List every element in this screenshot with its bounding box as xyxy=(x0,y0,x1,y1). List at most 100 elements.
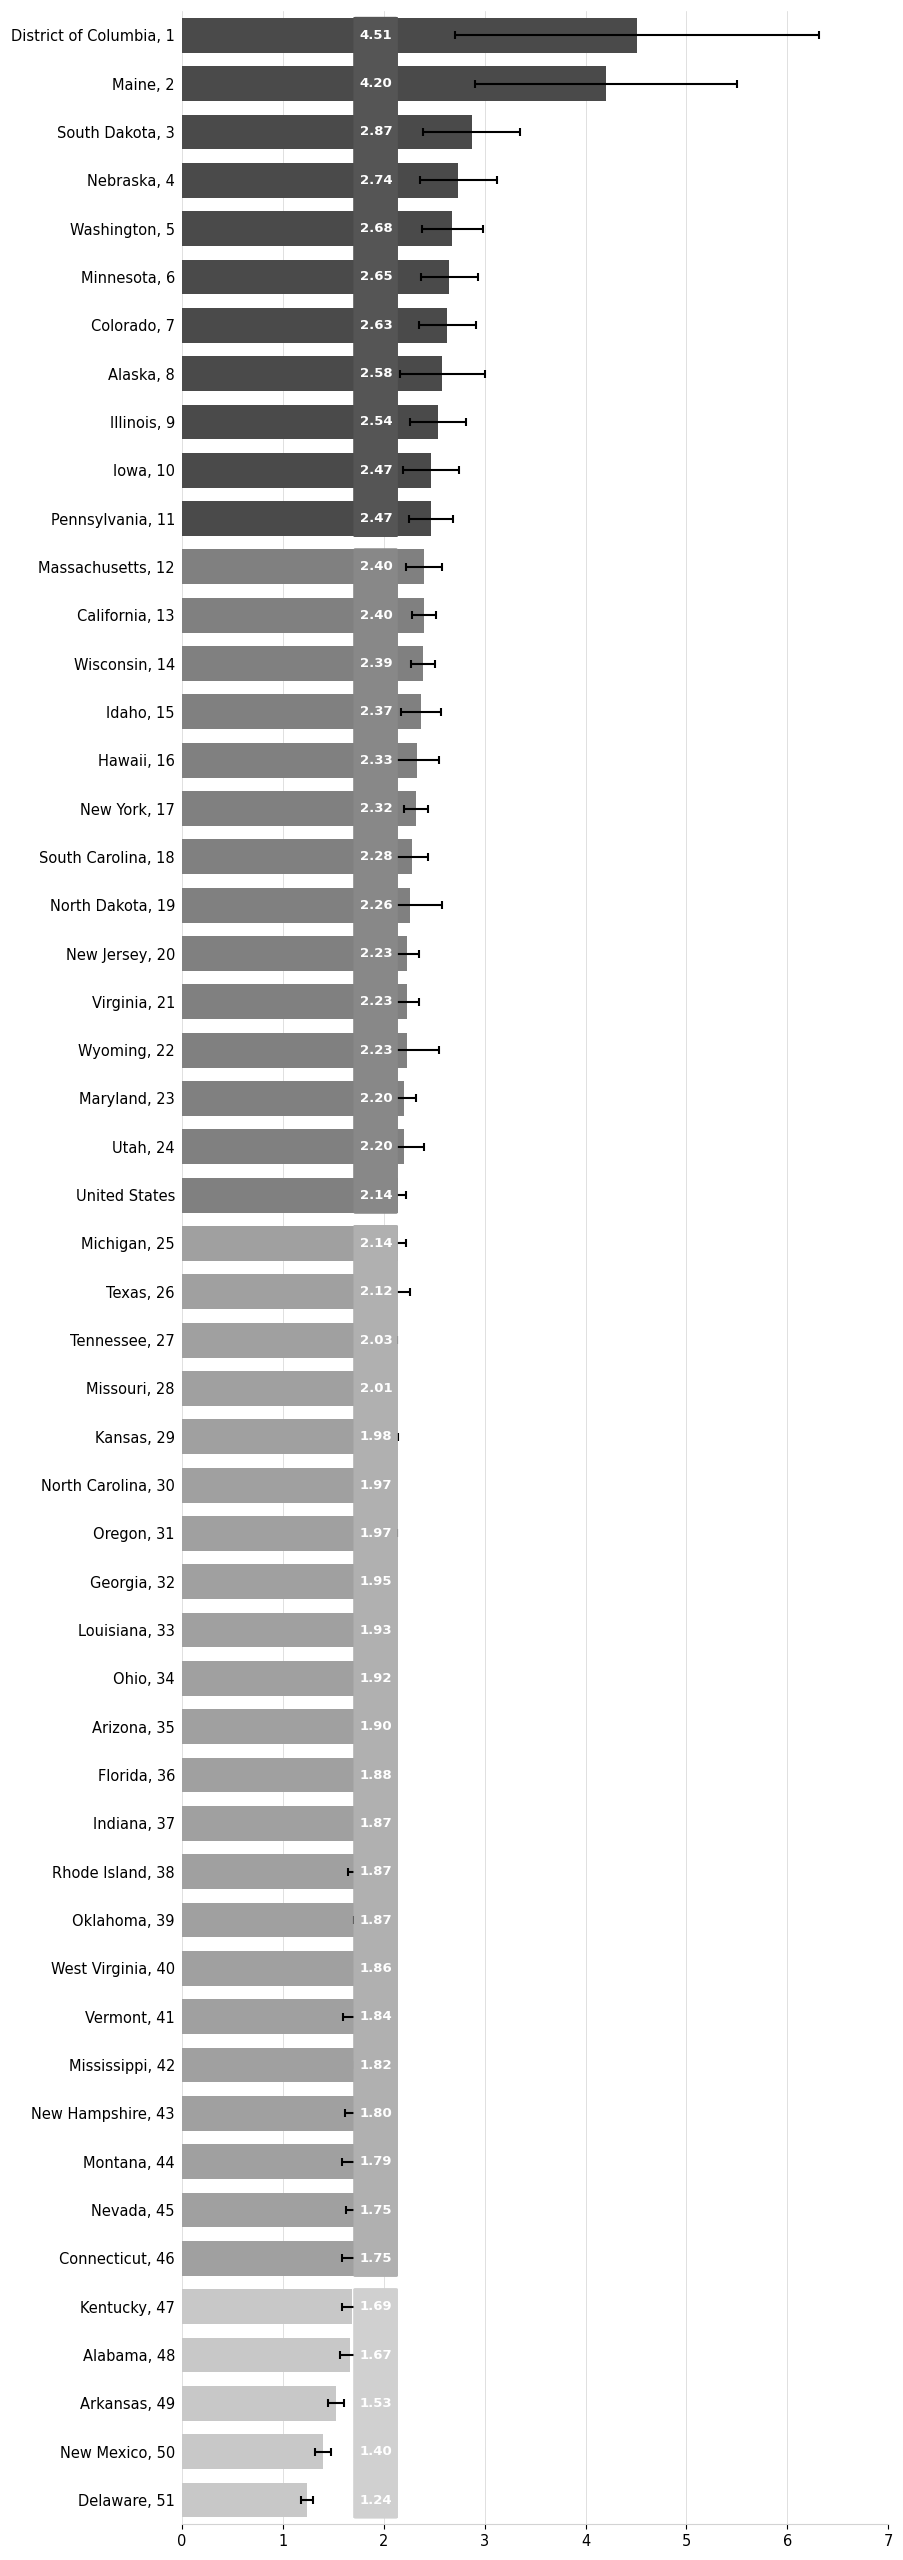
Text: 1.24: 1.24 xyxy=(359,2493,392,2506)
Text: 1.90: 1.90 xyxy=(359,1720,392,1733)
Text: 1.75: 1.75 xyxy=(359,2204,392,2217)
Text: 1.69: 1.69 xyxy=(359,2301,392,2314)
FancyBboxPatch shape xyxy=(353,18,397,538)
Text: 1.86: 1.86 xyxy=(359,1961,392,1974)
Bar xyxy=(182,2191,358,2227)
Bar xyxy=(182,67,605,100)
Bar xyxy=(182,550,424,584)
FancyBboxPatch shape xyxy=(353,548,397,1213)
Bar xyxy=(182,453,431,486)
Bar xyxy=(182,210,452,246)
Bar xyxy=(182,1178,397,1213)
Text: 2.20: 2.20 xyxy=(359,1139,392,1155)
Text: 1.87: 1.87 xyxy=(359,1912,392,1928)
Text: 4.20: 4.20 xyxy=(359,77,392,90)
Text: 1.97: 1.97 xyxy=(359,1480,392,1492)
Bar xyxy=(182,937,406,970)
FancyBboxPatch shape xyxy=(353,1226,397,2276)
Text: 2.40: 2.40 xyxy=(359,561,392,573)
Bar xyxy=(182,2048,365,2081)
Bar xyxy=(182,840,412,876)
Bar xyxy=(182,1226,397,1262)
Text: 2.03: 2.03 xyxy=(359,1334,392,1347)
Bar xyxy=(182,791,415,827)
FancyBboxPatch shape xyxy=(353,18,397,538)
Text: 2.68: 2.68 xyxy=(359,223,392,236)
Text: 1.93: 1.93 xyxy=(359,1623,392,1636)
Bar xyxy=(182,1613,377,1649)
Text: 2.39: 2.39 xyxy=(359,658,392,671)
Text: 2.65: 2.65 xyxy=(359,271,392,284)
Bar xyxy=(182,307,447,343)
Bar xyxy=(182,2337,350,2373)
Text: 2.32: 2.32 xyxy=(359,801,392,814)
Text: 1.53: 1.53 xyxy=(359,2396,392,2409)
Bar xyxy=(182,2240,358,2276)
Text: 1.87: 1.87 xyxy=(359,1818,392,1830)
Bar xyxy=(182,1080,404,1116)
Text: 1.92: 1.92 xyxy=(359,1672,392,1684)
Text: 2.12: 2.12 xyxy=(359,1285,392,1298)
Text: 4.51: 4.51 xyxy=(359,28,392,41)
Text: 2.54: 2.54 xyxy=(359,415,392,428)
Bar xyxy=(182,259,449,294)
Text: 1.80: 1.80 xyxy=(359,2107,392,2120)
Bar xyxy=(182,502,431,535)
Bar xyxy=(182,1129,404,1165)
Bar xyxy=(182,2289,352,2324)
Bar xyxy=(182,1564,378,1600)
Text: 1.98: 1.98 xyxy=(359,1431,392,1444)
Bar xyxy=(182,1759,371,1792)
Text: 1.87: 1.87 xyxy=(359,1866,392,1879)
Bar xyxy=(182,115,471,148)
Text: 2.23: 2.23 xyxy=(359,1044,392,1057)
Bar xyxy=(182,2386,336,2422)
Bar xyxy=(182,645,423,681)
Bar xyxy=(182,1661,376,1695)
Bar xyxy=(182,2145,362,2179)
Text: 2.37: 2.37 xyxy=(359,707,392,719)
Bar xyxy=(182,1853,370,1889)
Bar xyxy=(182,2097,363,2130)
Bar xyxy=(182,742,416,778)
FancyBboxPatch shape xyxy=(353,2289,397,2519)
Bar xyxy=(182,1467,380,1503)
Bar xyxy=(182,2483,307,2516)
Text: 2.14: 2.14 xyxy=(359,1236,392,1249)
FancyBboxPatch shape xyxy=(353,548,397,1213)
Text: 1.88: 1.88 xyxy=(359,1769,392,1782)
Text: 1.82: 1.82 xyxy=(359,2058,392,2071)
Text: 2.63: 2.63 xyxy=(359,320,392,333)
Text: 2.47: 2.47 xyxy=(359,512,392,525)
Bar xyxy=(182,1805,370,1841)
Text: 2.87: 2.87 xyxy=(359,125,392,138)
Text: 2.33: 2.33 xyxy=(359,753,392,765)
Text: 2.40: 2.40 xyxy=(359,609,392,622)
FancyBboxPatch shape xyxy=(353,1226,397,2276)
Bar xyxy=(182,164,458,197)
Bar xyxy=(182,2435,323,2468)
Text: 2.20: 2.20 xyxy=(359,1093,392,1106)
Bar xyxy=(182,1516,380,1551)
Text: 1.67: 1.67 xyxy=(359,2348,392,2360)
Bar xyxy=(182,1710,373,1743)
Text: 1.79: 1.79 xyxy=(359,2156,392,2168)
FancyBboxPatch shape xyxy=(353,2289,397,2519)
Text: 1.75: 1.75 xyxy=(359,2253,392,2266)
Text: 2.23: 2.23 xyxy=(359,996,392,1009)
Text: 2.14: 2.14 xyxy=(359,1188,392,1201)
Bar xyxy=(182,18,637,54)
Bar xyxy=(182,1418,381,1454)
Bar xyxy=(182,1902,370,1938)
Text: 2.28: 2.28 xyxy=(359,850,392,863)
Bar xyxy=(182,599,424,632)
Text: 2.47: 2.47 xyxy=(359,463,392,476)
Text: 2.01: 2.01 xyxy=(359,1382,392,1395)
Bar xyxy=(182,1999,368,2035)
Bar xyxy=(182,1951,369,1987)
Text: 2.26: 2.26 xyxy=(359,899,392,911)
Text: 2.74: 2.74 xyxy=(359,174,392,187)
Text: 2.58: 2.58 xyxy=(359,366,392,379)
Text: 2.23: 2.23 xyxy=(359,947,392,960)
Bar xyxy=(182,1372,385,1405)
